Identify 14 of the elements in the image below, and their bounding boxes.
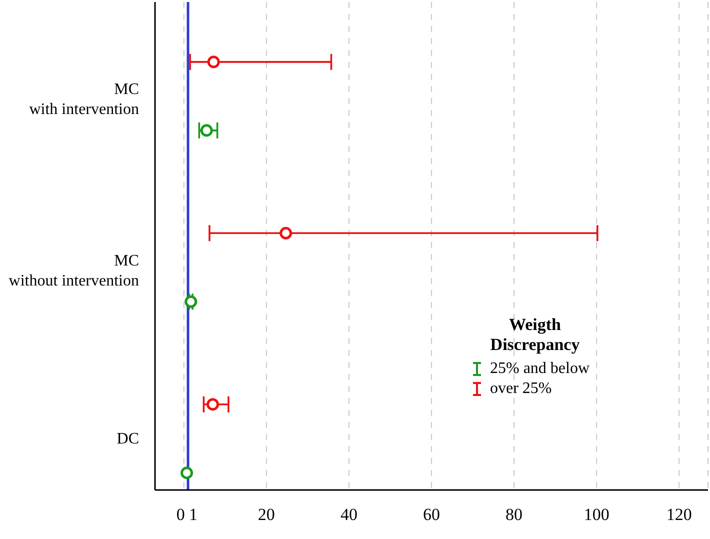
x-tick-label: 40: [340, 505, 358, 524]
x-tick-label: 80: [506, 505, 523, 524]
x-tick-label: 0: [176, 505, 185, 524]
legend-label: over 25%: [490, 379, 552, 399]
x-tick-label: 60: [423, 505, 440, 524]
y-tick-label: MC with intervention: [29, 81, 139, 118]
x-tick-label: 100: [584, 505, 610, 524]
legend-title: Weigth Discrepancy: [489, 315, 581, 355]
legend-label: 25% and below: [490, 359, 590, 379]
x-tick-label: 1: [189, 505, 198, 524]
y-tick-label: MC without intervention: [8, 252, 139, 290]
x-tick-label: 20: [258, 505, 275, 524]
y-tick-label: DC: [116, 430, 139, 448]
x-tick-label: 120: [666, 505, 692, 524]
